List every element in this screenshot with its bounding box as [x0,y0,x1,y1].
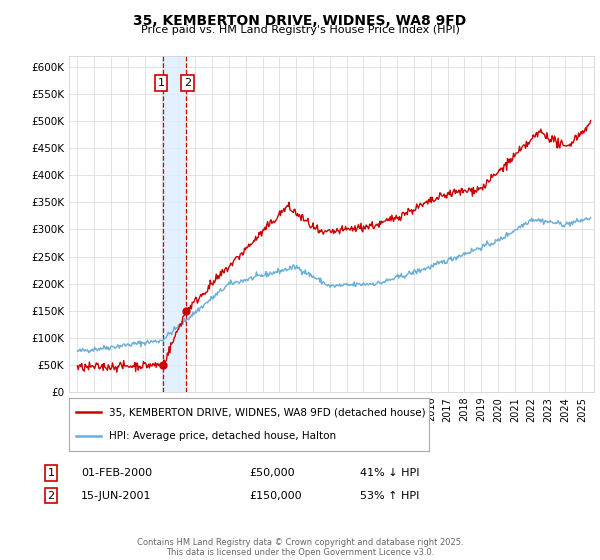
Text: Price paid vs. HM Land Registry's House Price Index (HPI): Price paid vs. HM Land Registry's House … [140,25,460,35]
Text: 2: 2 [184,78,191,88]
Text: 35, KEMBERTON DRIVE, WIDNES, WA8 9FD: 35, KEMBERTON DRIVE, WIDNES, WA8 9FD [133,14,467,28]
Text: Contains HM Land Registry data © Crown copyright and database right 2025.
This d: Contains HM Land Registry data © Crown c… [137,538,463,557]
Text: 01-FEB-2000: 01-FEB-2000 [81,468,152,478]
Text: £50,000: £50,000 [249,468,295,478]
Text: 35, KEMBERTON DRIVE, WIDNES, WA8 9FD (detached house): 35, KEMBERTON DRIVE, WIDNES, WA8 9FD (de… [109,408,425,418]
Text: 53% ↑ HPI: 53% ↑ HPI [360,491,419,501]
Text: 1: 1 [158,78,165,88]
Text: HPI: Average price, detached house, Halton: HPI: Average price, detached house, Halt… [109,431,336,441]
Text: £150,000: £150,000 [249,491,302,501]
Text: 2: 2 [47,491,55,501]
Text: 41% ↓ HPI: 41% ↓ HPI [360,468,419,478]
Text: 15-JUN-2001: 15-JUN-2001 [81,491,151,501]
Text: 1: 1 [47,468,55,478]
Bar [163,56,186,392]
